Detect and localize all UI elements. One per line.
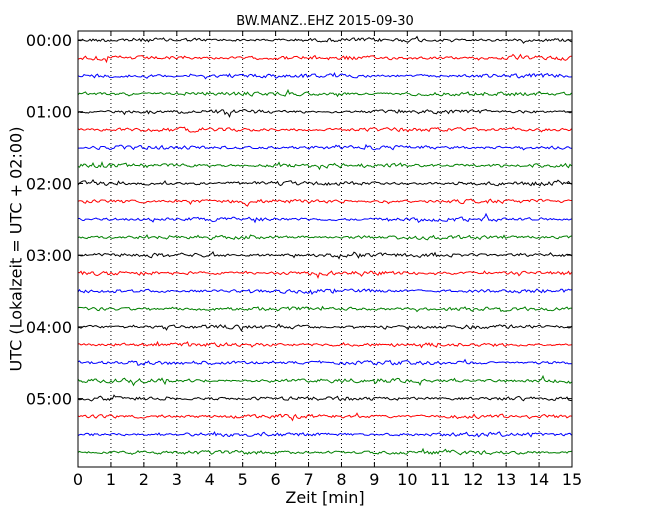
trace-line	[77, 251, 572, 260]
x-tick-label: 8	[336, 470, 346, 489]
vertical-grid	[110, 31, 540, 467]
trace-line	[77, 198, 572, 207]
trace-line	[77, 270, 572, 279]
x-tick-label: 3	[172, 470, 182, 489]
x-axis-ticks: 0 1 2 3 4 5 6 7 8 9 10 11 12 13 14 15	[73, 31, 582, 489]
trace-line	[77, 71, 572, 80]
x-axis-label: Zeit [min]	[285, 488, 364, 507]
x-tick-label: 2	[139, 470, 149, 489]
trace-line	[77, 53, 572, 64]
trace-line	[77, 35, 572, 44]
x-tick-label: 0	[73, 470, 83, 489]
y-tick-label: 03:00	[26, 246, 72, 265]
trace-line	[77, 412, 572, 422]
trace-line	[77, 288, 572, 296]
trace-line	[77, 234, 572, 241]
x-tick-label: 9	[369, 470, 379, 489]
trace-line	[77, 447, 572, 456]
seismogram-traces	[77, 35, 572, 456]
x-tick-label: 4	[205, 470, 215, 489]
y-tick-label: 01:00	[26, 103, 72, 122]
y-axis-ticks: 00:00 01:00 02:00 03:00 04:00 05:00	[26, 31, 572, 409]
trace-line	[77, 126, 572, 133]
x-tick-label: 6	[271, 470, 281, 489]
trace-line	[77, 305, 572, 313]
x-tick-label: 13	[496, 470, 516, 489]
trace-line	[77, 374, 572, 387]
x-tick-label: 14	[529, 470, 549, 489]
trace-line	[77, 358, 572, 366]
y-tick-label: 00:00	[26, 31, 72, 50]
trace-line	[77, 323, 572, 332]
trace-line	[77, 88, 572, 98]
y-tick-label: 05:00	[26, 390, 72, 409]
x-tick-label: 12	[463, 470, 483, 489]
trace-line	[77, 178, 572, 187]
trace-line	[77, 212, 572, 224]
trace-line	[77, 108, 572, 118]
x-tick-label: 7	[303, 470, 313, 489]
chart-title: BW.MANZ..EHZ 2015-09-30	[236, 14, 414, 29]
trace-line	[77, 340, 572, 349]
x-tick-label: 15	[562, 470, 582, 489]
x-tick-label: 1	[106, 470, 116, 489]
trace-line	[77, 394, 572, 402]
trace-line	[77, 161, 572, 171]
x-tick-label: 5	[238, 470, 248, 489]
trace-line	[77, 430, 572, 438]
trace-line	[77, 143, 572, 151]
y-axis-label: UTC (Lokalzeit = UTC + 02:00)	[7, 127, 26, 372]
x-tick-label: 10	[397, 470, 417, 489]
x-tick-label: 11	[430, 470, 450, 489]
y-tick-label: 04:00	[26, 318, 72, 337]
y-tick-label: 02:00	[26, 174, 72, 193]
plot-frame	[77, 30, 573, 468]
